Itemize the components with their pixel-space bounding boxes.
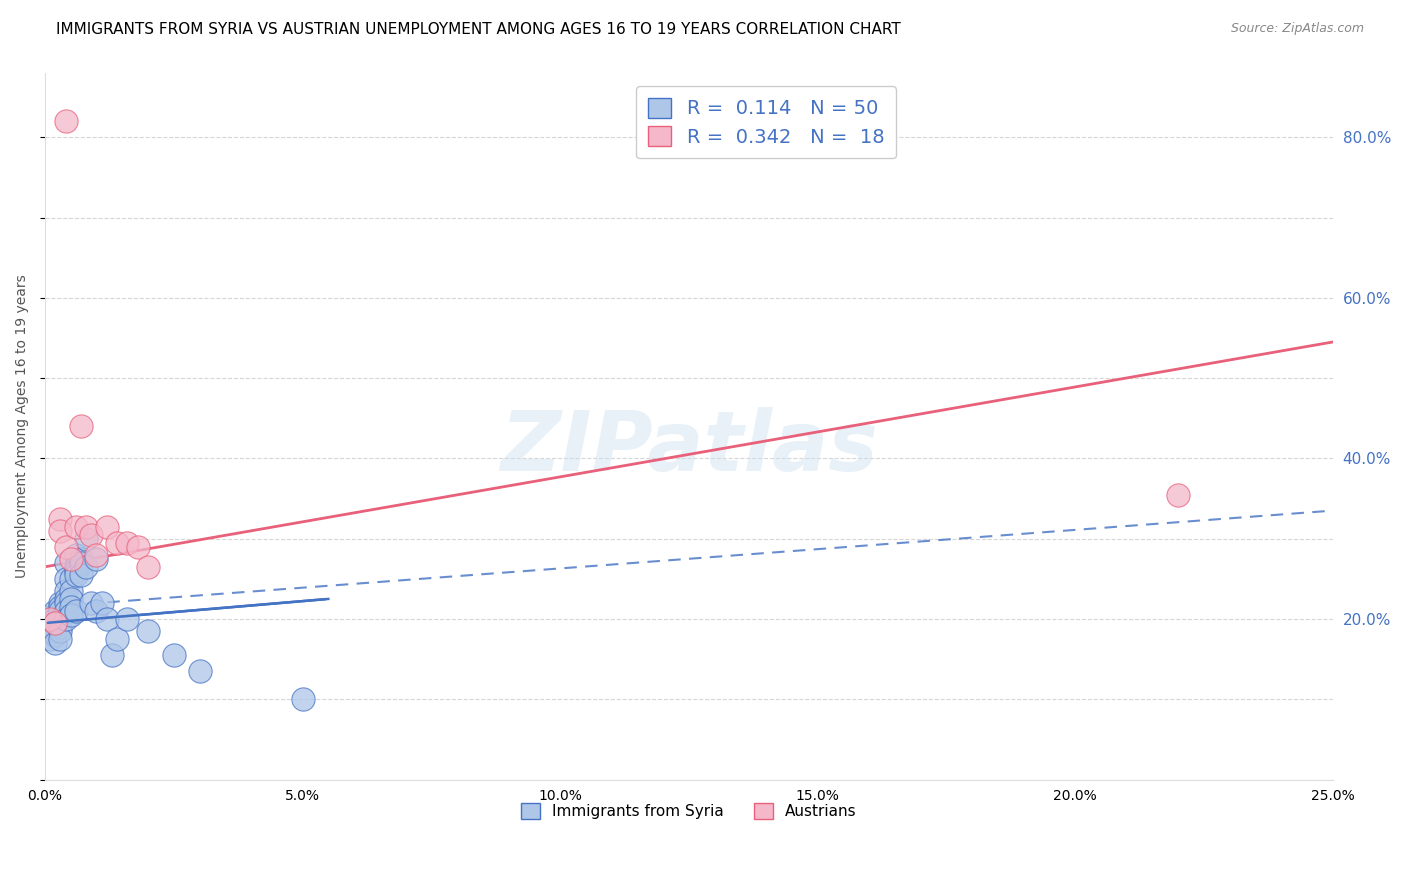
Point	[90, 596, 112, 610]
Point	[39, 624, 62, 638]
Point	[49, 624, 72, 638]
Point	[59, 599, 82, 614]
Point	[55, 612, 77, 626]
Point	[101, 648, 124, 662]
Point	[70, 556, 93, 570]
Point	[117, 535, 139, 549]
Point	[136, 559, 159, 574]
Point	[55, 591, 77, 606]
Point	[75, 559, 97, 574]
Point	[44, 636, 66, 650]
Point	[49, 599, 72, 614]
Point	[55, 572, 77, 586]
Point	[44, 615, 66, 630]
Point	[59, 583, 82, 598]
Point	[49, 620, 72, 634]
Point	[70, 419, 93, 434]
Point	[55, 604, 77, 618]
Point	[70, 567, 93, 582]
Point	[65, 567, 87, 582]
Point	[65, 604, 87, 618]
Point	[59, 551, 82, 566]
Text: ZIPatlas: ZIPatlas	[501, 407, 877, 488]
Text: IMMIGRANTS FROM SYRIA VS AUSTRIAN UNEMPLOYMENT AMONG AGES 16 TO 19 YEARS CORRELA: IMMIGRANTS FROM SYRIA VS AUSTRIAN UNEMPL…	[56, 22, 901, 37]
Point	[75, 519, 97, 533]
Point	[80, 596, 103, 610]
Point	[49, 632, 72, 646]
Point	[49, 596, 72, 610]
Point	[188, 664, 211, 678]
Point	[86, 548, 108, 562]
Point	[44, 628, 66, 642]
Point	[49, 604, 72, 618]
Point	[44, 612, 66, 626]
Point	[65, 559, 87, 574]
Point	[49, 612, 72, 626]
Point	[55, 556, 77, 570]
Point	[55, 114, 77, 128]
Point	[136, 624, 159, 638]
Point	[86, 551, 108, 566]
Point	[96, 519, 118, 533]
Point	[105, 632, 128, 646]
Point	[44, 604, 66, 618]
Point	[49, 524, 72, 538]
Point	[86, 604, 108, 618]
Point	[59, 591, 82, 606]
Point	[39, 612, 62, 626]
Point	[65, 519, 87, 533]
Point	[39, 612, 62, 626]
Point	[59, 572, 82, 586]
Point	[39, 632, 62, 646]
Point	[117, 612, 139, 626]
Point	[291, 692, 314, 706]
Legend: Immigrants from Syria, Austrians: Immigrants from Syria, Austrians	[515, 797, 862, 825]
Point	[70, 551, 93, 566]
Point	[65, 564, 87, 578]
Point	[44, 615, 66, 630]
Point	[80, 527, 103, 541]
Point	[55, 596, 77, 610]
Point	[55, 583, 77, 598]
Point	[59, 607, 82, 622]
Point	[65, 548, 87, 562]
Point	[163, 648, 186, 662]
Point	[1167, 487, 1189, 501]
Point	[49, 511, 72, 525]
Y-axis label: Unemployment Among Ages 16 to 19 years: Unemployment Among Ages 16 to 19 years	[15, 275, 30, 578]
Point	[55, 540, 77, 554]
Point	[96, 612, 118, 626]
Text: Source: ZipAtlas.com: Source: ZipAtlas.com	[1230, 22, 1364, 36]
Point	[44, 624, 66, 638]
Point	[105, 535, 128, 549]
Point	[75, 532, 97, 546]
Point	[127, 540, 149, 554]
